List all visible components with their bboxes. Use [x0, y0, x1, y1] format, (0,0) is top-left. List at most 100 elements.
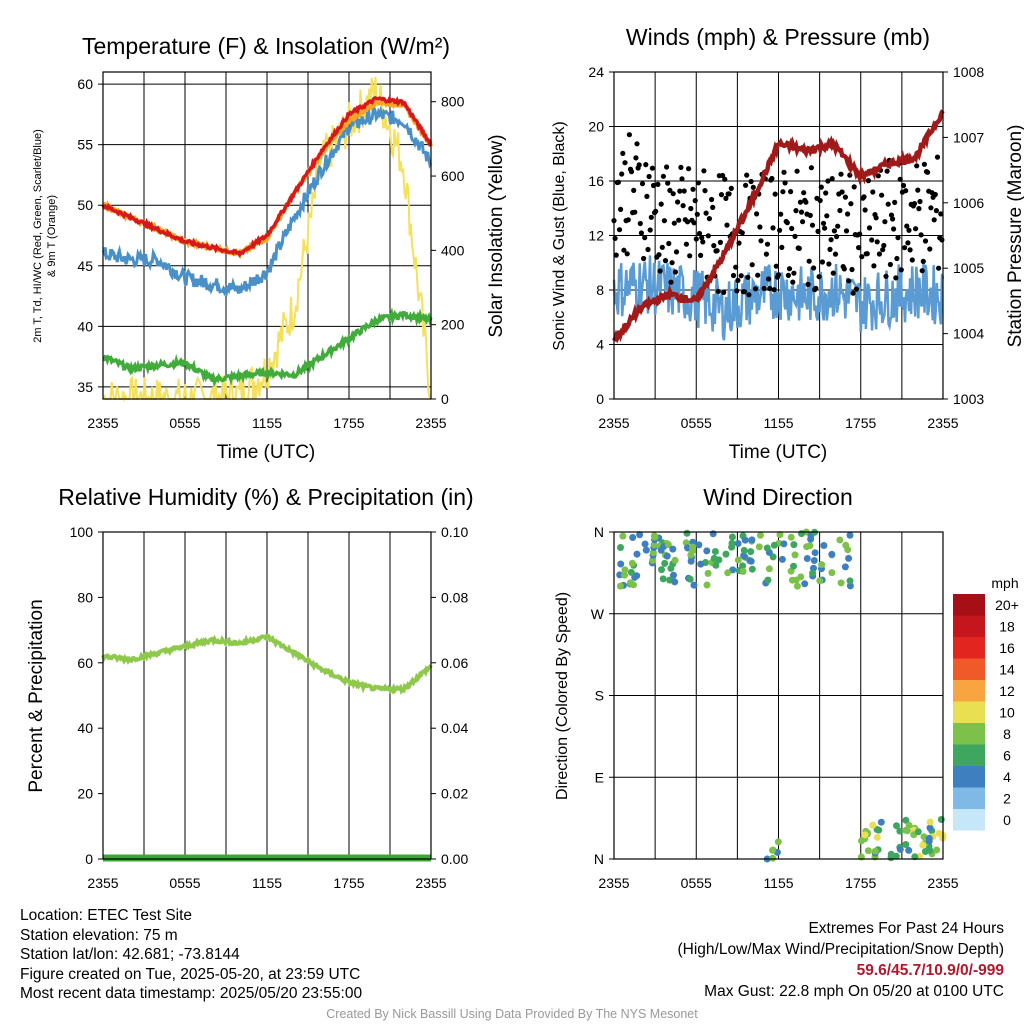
- gust-point: [817, 197, 823, 204]
- gust-point: [782, 180, 788, 186]
- direction-point: [837, 579, 845, 587]
- gust-point: [894, 255, 900, 262]
- latlon-text: Station lat/lon: 42.681; -73.8144: [20, 946, 240, 963]
- direction-point: [828, 569, 836, 577]
- gust-point: [825, 178, 831, 184]
- direction-point: [621, 571, 628, 579]
- direction-point: [659, 575, 667, 583]
- gust-point: [847, 172, 853, 178]
- insolation-line: [102, 76, 432, 403]
- gust-point: [871, 263, 877, 269]
- gust-point: [909, 257, 915, 263]
- gust-point: [830, 270, 836, 276]
- x-tick-label: 0555: [681, 875, 712, 891]
- direction-point: [875, 826, 883, 834]
- legend-label: 14: [999, 662, 1015, 678]
- gust-point: [648, 214, 654, 220]
- direction-point: [748, 565, 756, 573]
- direction-point: [902, 841, 910, 848]
- gust-point: [764, 241, 771, 247]
- direction-point: [846, 531, 854, 539]
- gust-point: [676, 217, 682, 223]
- direction-point: [748, 536, 756, 544]
- x-tick-label: 2355: [415, 875, 446, 891]
- gust-point: [721, 289, 727, 295]
- gust-point: [657, 268, 663, 274]
- gust-point: [881, 242, 887, 249]
- gust-point: [932, 191, 938, 198]
- gust-point: [626, 132, 633, 138]
- x-tick-label: 2355: [927, 415, 958, 431]
- gust-point: [857, 231, 863, 237]
- gust-point: [813, 285, 819, 291]
- gust-point: [675, 199, 681, 205]
- x-tick-label: 2355: [87, 415, 118, 431]
- y-tick-label: N: [594, 524, 604, 540]
- gust-point: [726, 191, 732, 197]
- direction-point: [926, 824, 934, 832]
- temperature-panel: Temperature (F) & Insolation (W/m²) 2355…: [32, 33, 507, 463]
- direction-point: [902, 816, 910, 824]
- gust-point: [722, 176, 728, 182]
- legend-swatch: [953, 615, 985, 637]
- gust-point: [767, 285, 773, 292]
- direction-point: [810, 557, 818, 564]
- gust-point: [681, 188, 687, 194]
- gust-point: [885, 201, 891, 207]
- x-tick-label: 0555: [681, 415, 712, 431]
- winds-right-ticks: 1003 1004 1005 1006 1007 1008: [943, 64, 984, 407]
- direction-point: [686, 575, 694, 583]
- direction-point: [871, 847, 879, 855]
- direction-point: [893, 822, 900, 830]
- gust-point: [828, 237, 834, 243]
- x-tick-label: 1155: [252, 415, 282, 431]
- credit-text: Created By Nick Bassill Using Data Provi…: [326, 1007, 698, 1021]
- direction-point: [703, 581, 711, 589]
- gust-point: [678, 164, 684, 170]
- y-tick-label: 12: [588, 228, 604, 244]
- gust-point: [692, 198, 698, 204]
- wind-chill-line: [101, 104, 433, 299]
- wind-direction-left-ticks: N E S W N: [591, 524, 614, 867]
- direction-point: [617, 544, 624, 551]
- x-tick-label: 1755: [333, 415, 364, 431]
- legend-label: 10: [999, 705, 1015, 721]
- direction-point: [780, 540, 788, 548]
- temperature-ylabel-line1: 2m T, Td, HI/WC (Red, Green, Scarlet/Blu…: [32, 129, 44, 343]
- pressure-line: [612, 109, 945, 344]
- gust-point: [688, 205, 694, 212]
- direction-point: [670, 571, 677, 579]
- direction-point: [689, 538, 697, 546]
- gust-point: [647, 227, 653, 233]
- direction-point: [724, 569, 732, 577]
- gust-point: [891, 226, 897, 232]
- x-tick-label: 1155: [763, 875, 793, 891]
- gust-point: [803, 199, 809, 205]
- gust-point: [757, 224, 763, 230]
- temperature-frame: [102, 71, 432, 400]
- gust-point: [873, 215, 879, 221]
- legend-label: 18: [999, 619, 1015, 635]
- gust-point: [646, 173, 652, 180]
- gust-point: [694, 211, 700, 217]
- direction-point: [650, 541, 658, 549]
- direction-point: [695, 541, 703, 549]
- direction-point: [641, 540, 649, 548]
- winds-grid: [614, 71, 943, 400]
- gust-point: [862, 207, 868, 213]
- gust-point: [859, 254, 865, 260]
- gust-point: [631, 187, 637, 193]
- gust-point: [691, 220, 697, 226]
- humidity-title: Relative Humidity (%) & Precipitation (i…: [58, 484, 473, 510]
- legend-swatch: [953, 766, 985, 788]
- direction-point: [858, 837, 865, 845]
- y-tick-label: 60: [77, 655, 93, 671]
- gust-point: [880, 247, 886, 253]
- direction-point: [728, 539, 736, 547]
- wind-direction-x-ticks: 2355 0555 1155 1755 2355: [598, 875, 958, 891]
- direction-point: [776, 531, 784, 539]
- humidity-frame: [102, 531, 432, 860]
- gust-point: [897, 176, 903, 182]
- direction-point: [801, 580, 809, 588]
- gust-point: [816, 274, 822, 280]
